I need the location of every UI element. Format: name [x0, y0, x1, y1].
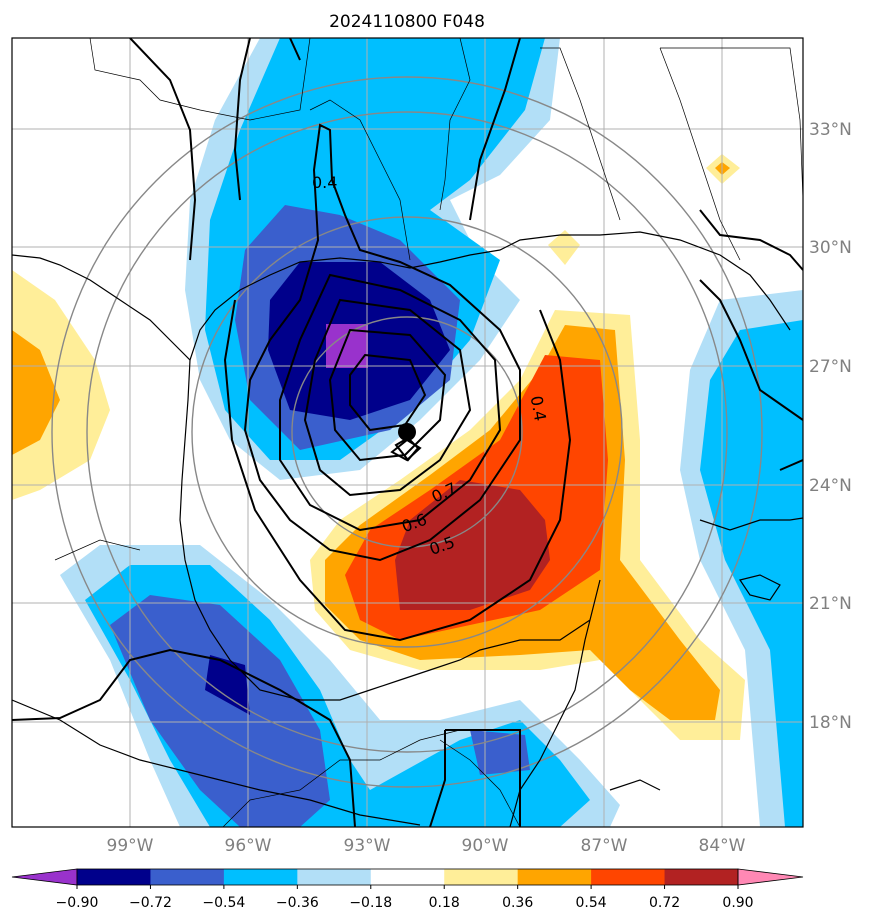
lon-tick-99: 99°W — [107, 836, 154, 856]
fill-purple-core — [326, 324, 368, 368]
lon-tick-87: 87°W — [581, 836, 628, 856]
colorbar: −0.90 −0.72 −0.54 −0.36 −0.18 0.18 0.36 0.54 0.7… — [11, 868, 804, 911]
coastlines — [12, 231, 803, 827]
contour-label-north: 0.4 — [312, 173, 337, 192]
lat-tick-24: 24°N — [809, 476, 852, 496]
colorbar-tick-label: 0.72 — [649, 895, 680, 911]
contour-label-east: 0.4 — [527, 394, 550, 422]
colorbar-tick-label: −0.18 — [349, 895, 392, 911]
colorbar-tick-label: −0.54 — [202, 895, 245, 911]
lon-tick-84: 84°W — [699, 836, 746, 856]
country-borders — [12, 38, 803, 827]
colorbar-segment — [223, 869, 298, 885]
colorbar-tick-label: 0.54 — [576, 895, 607, 911]
colorbar-segment — [664, 869, 739, 885]
colorbar-segment — [77, 869, 151, 885]
fill-orange-west — [12, 330, 60, 455]
colorbar-extend-low — [11, 868, 78, 886]
filled-contours — [12, 38, 803, 827]
lat-tick-27: 27°N — [809, 357, 852, 377]
colorbar-tick-label: 0.90 — [722, 895, 753, 911]
lat-tick-labels: 33°N 30°N 27°N 24°N 21°N 18°N — [809, 120, 852, 733]
colorbar-segment — [370, 869, 445, 885]
colorbar-tick-label: −0.36 — [276, 895, 319, 911]
lat-tick-33: 33°N — [809, 120, 852, 140]
colorbar-segment — [150, 869, 225, 885]
colorbar-tick-label: 0.36 — [502, 895, 533, 911]
contour-lines — [223, 123, 572, 642]
map-panel: 0.4 0.4 0.7 0.6 0.5 — [12, 38, 803, 827]
lon-tick-96: 96°W — [225, 836, 272, 856]
lon-tick-90: 90°W — [462, 836, 509, 856]
storm-center-marker — [390, 423, 422, 462]
colorbar-tick-label: −0.72 — [129, 895, 172, 911]
lon-tick-93: 93°W — [344, 836, 391, 856]
colorbar-outline — [76, 868, 739, 886]
range-rings — [51, 76, 763, 788]
fill-firebrick — [395, 480, 550, 610]
colorbar-segment — [297, 869, 372, 885]
colorbar-tick-label: −0.90 — [56, 895, 99, 911]
state-borders — [54, 38, 803, 827]
colorbar-segment — [517, 869, 592, 885]
lat-tick-21: 21°N — [809, 594, 852, 614]
colorbar-extend-high — [737, 868, 804, 886]
fill-royal-blue-south — [110, 595, 330, 827]
colorbar-segment — [591, 869, 666, 885]
lat-tick-30: 30°N — [809, 238, 852, 258]
colorbar-tick-label: 0.18 — [429, 895, 460, 911]
map-title: 2024110800 F048 — [329, 12, 485, 32]
lon-tick-labels: 99°W 96°W 93°W 90°W 87°W 84°W — [107, 836, 746, 856]
fill-yellow-west — [12, 270, 110, 500]
lat-tick-18: 18°N — [809, 713, 852, 733]
map-frame — [11, 37, 804, 828]
fill-blue-east — [700, 320, 803, 827]
colorbar-segment — [444, 869, 519, 885]
graticule — [12, 38, 803, 827]
